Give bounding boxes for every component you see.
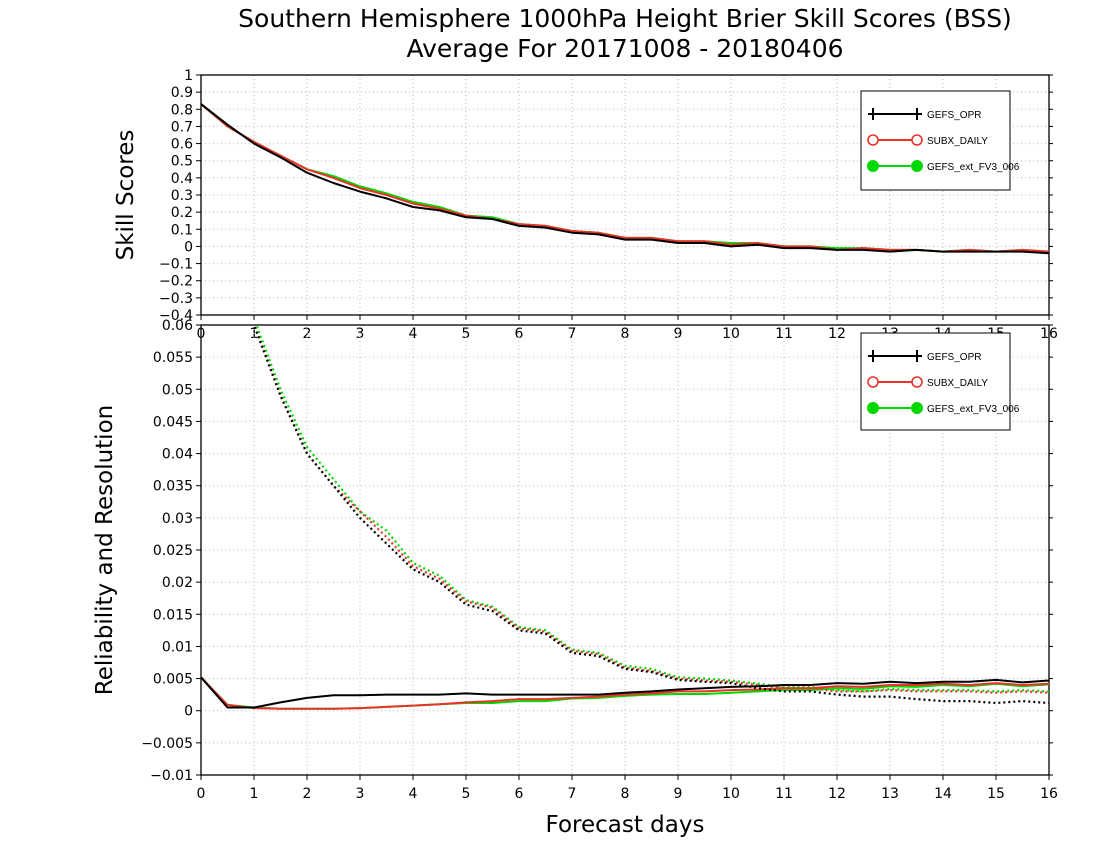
- bottom-legend: GEFS_OPR SUBX_DAILY GEFS_ext_FV3_006: [860, 332, 1020, 431]
- bottom-x-tick-label: 5: [462, 786, 471, 802]
- bottom-y-tick-label: 0: [184, 704, 193, 720]
- bottom-x-tick-label: 13: [881, 786, 899, 802]
- bottom-y-tick-label: 0.015: [153, 607, 193, 623]
- bottom-y-tick-label: −0.01: [150, 768, 193, 784]
- top-legend-label: SUBX_DAILY: [927, 136, 988, 147]
- x-axis-label: Forecast days: [546, 812, 705, 838]
- top-y-tick-label: 1: [184, 68, 193, 84]
- top-y-tick-label: −0.2: [159, 274, 193, 290]
- bottom-y-tick-label: 0.01: [162, 639, 193, 655]
- bottom-x-tick-label: 16: [1040, 786, 1058, 802]
- reliability-resolution-panel: 0.060.0550.050.0450.040.0350.030.0250.02…: [141, 318, 1058, 802]
- top-legend-label: GEFS_ext_FV3_006: [927, 162, 1020, 173]
- top-y-tick-label: −0.1: [159, 257, 193, 273]
- bottom-series-gefs-opr-reliability-line: [201, 676, 1049, 709]
- bottom-series-group: [201, 325, 1049, 710]
- top-y-tick-label: 0.7: [171, 119, 193, 135]
- top-series-gefs-opr-line: [201, 103, 1049, 255]
- bottom-series-subx-daily-reliability-line: [201, 676, 1049, 710]
- bottom-y-tick-label: 0.05: [162, 382, 193, 398]
- bottom-y-tick-label: 0.025: [153, 543, 193, 559]
- bottom-y-tick-label: 0.045: [153, 414, 193, 430]
- filled-circle-marker-icon: [867, 402, 879, 414]
- top-y-tick-label: 0.2: [171, 205, 193, 221]
- bottom-x-tick-label: 3: [356, 786, 365, 802]
- top-y-tick-label: 0.1: [171, 222, 193, 238]
- open-circle-marker-icon: [911, 134, 923, 146]
- open-circle-marker-icon: [911, 376, 923, 388]
- bottom-x-ticks: 0 1 2 3 4 5 6 7 8 9 10 11 12 13 14 15 16: [197, 775, 1058, 802]
- open-circle-marker-icon: [867, 134, 879, 146]
- filled-circle-marker-icon: [911, 160, 923, 172]
- bottom-y-tick-label: 0.04: [162, 447, 193, 463]
- top-legend-item: SUBX_DAILY: [867, 134, 988, 147]
- bottom-y-ticks: 0.06 0.055 0.05 0.045 0.04 0.035 0.03 0.025 0.02…: [141, 318, 1053, 784]
- bottom-legend-item: GEFS_ext_FV3_006: [867, 402, 1020, 415]
- top-grid: [201, 75, 1049, 315]
- bottom-x-tick-label: 14: [934, 786, 952, 802]
- bottom-y-tick-label: 0.055: [153, 350, 193, 366]
- chart-title-line2: Average For 20171008 - 20180406: [406, 34, 843, 63]
- bottom-x-tick-label: 9: [674, 786, 683, 802]
- top-series-group: [201, 103, 1049, 255]
- open-circle-marker-icon: [867, 376, 879, 388]
- bottom-y-tick-label: 0.005: [153, 672, 193, 688]
- bottom-x-tick-label: 15: [987, 786, 1005, 802]
- top-y-tick-label: 0.9: [171, 85, 193, 101]
- bottom-x-tick-label: 6: [515, 786, 524, 802]
- skill-scores-panel: 10.90.80.70.60.50.40.30.20.10−0.1−0.2−0.…: [159, 68, 1058, 342]
- top-y-tick-label: −0.4: [159, 308, 193, 324]
- top-y-ticks: 10.90.80.70.60.50.40.30.20.10−0.1−0.2−0.…: [159, 68, 1053, 324]
- bottom-x-tick-label: 8: [621, 786, 630, 802]
- filled-circle-marker-icon: [867, 160, 879, 172]
- top-y-tick-label: 0.5: [171, 154, 193, 170]
- bottom-ylabel: Reliability and Resolution: [92, 405, 118, 695]
- bottom-legend-label: GEFS_ext_FV3_006: [927, 404, 1020, 415]
- bottom-y-tick-label: −0.005: [141, 736, 193, 752]
- top-y-tick-label: 0: [184, 239, 193, 255]
- top-y-tick-label: 0.6: [171, 137, 193, 153]
- bottom-x-tick-label: 4: [409, 786, 418, 802]
- bottom-x-tick-label: 0: [197, 786, 206, 802]
- filled-circle-marker-icon: [911, 402, 923, 414]
- bottom-legend-label: GEFS_OPR: [927, 352, 981, 363]
- top-legend-label: GEFS_OPR: [927, 110, 981, 121]
- bottom-x-tick-label: 7: [568, 786, 577, 802]
- chart-title-line1: Southern Hemisphere 1000hPa Height Brier…: [238, 4, 1012, 33]
- bottom-series-subx-daily-resolution-line: [252, 325, 1049, 694]
- bottom-x-tick-label: 11: [775, 786, 793, 802]
- bottom-legend-item: GEFS_OPR: [868, 350, 981, 363]
- bottom-x-tick-label: 10: [722, 786, 740, 802]
- bottom-legend-label: SUBX_DAILY: [927, 378, 988, 389]
- bottom-x-tick-label: 1: [250, 786, 259, 802]
- top-y-tick-label: 0.8: [171, 102, 193, 118]
- bottom-x-tick-label: 2: [303, 786, 312, 802]
- bottom-y-tick-label: 0.06: [162, 318, 193, 334]
- top-legend-item: GEFS_OPR: [868, 108, 981, 121]
- bottom-y-tick-label: 0.02: [162, 575, 193, 591]
- top-legend: GEFS_OPR SUBX_DAILY GEFS_ext_FV3_006: [860, 90, 1020, 191]
- bottom-series-gefs-ext-fv3-006-resolution-line: [255, 325, 1049, 693]
- bottom-x-tick-label: 12: [828, 786, 846, 802]
- top-y-tick-label: 0.3: [171, 188, 193, 204]
- bottom-y-tick-label: 0.03: [162, 511, 193, 527]
- top-ylabel: Skill Scores: [113, 130, 139, 261]
- bottom-legend-item: SUBX_DAILY: [867, 376, 988, 389]
- bottom-grid: [201, 325, 1049, 775]
- top-y-tick-label: −0.3: [159, 291, 193, 307]
- bottom-y-tick-label: 0.035: [153, 479, 193, 495]
- top-y-tick-label: 0.4: [171, 171, 193, 187]
- top-legend-item: GEFS_ext_FV3_006: [867, 160, 1020, 173]
